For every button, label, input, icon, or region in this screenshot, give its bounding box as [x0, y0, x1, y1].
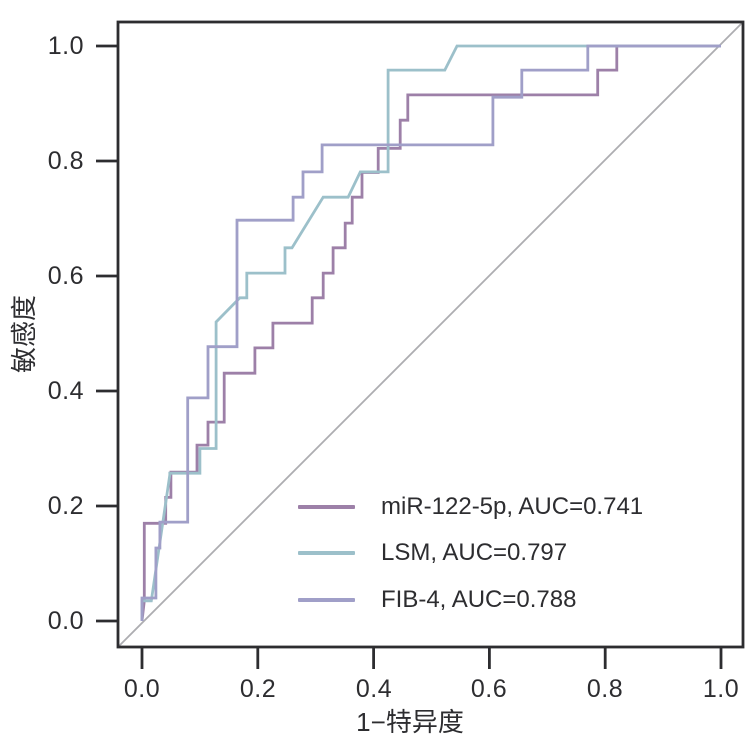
- y-tick-label: 0.6: [47, 262, 84, 290]
- x-tick-label: 0.8: [586, 675, 624, 703]
- y-tick-label: 0.4: [47, 377, 84, 405]
- y-tick-label: 0.2: [47, 492, 84, 520]
- legend-line-swatch: [298, 551, 355, 556]
- x-tick-label: 0.6: [470, 675, 508, 703]
- plot-border: [116, 20, 745, 649]
- reference-diagonal-line: [117, 21, 744, 648]
- x-axis-title: 1−特异度: [356, 707, 464, 737]
- legend-line-swatch: [298, 505, 355, 510]
- roc-curve-fib-4: [140, 44, 721, 621]
- y-axis-title: 敏感度: [9, 295, 39, 374]
- x-tick-label: 0.0: [123, 675, 161, 703]
- legend-line-swatch: [298, 597, 355, 602]
- axis-ticks: [96, 44, 723, 669]
- legend-label: FIB-4, AUC=0.788: [381, 585, 577, 613]
- y-tick-label: 1.0: [47, 32, 84, 60]
- legend-label: miR-122-5p, AUC=0.741: [381, 493, 644, 521]
- legend-item-fib-4: FIB-4, AUC=0.788: [298, 577, 748, 623]
- legend: miR-122-5p, AUC=0.741 LSM, AUC=0.797 FIB…: [298, 484, 748, 623]
- roc-curve-lsm: [140, 44, 721, 621]
- legend-item-lsm: LSM, AUC=0.797: [298, 530, 748, 576]
- y-tick-label: 0.0: [47, 607, 84, 635]
- roc-curves: [140, 44, 721, 622]
- x-tick-label: 0.4: [355, 675, 393, 703]
- legend-item-mir-122-5p: miR-122-5p, AUC=0.741: [298, 484, 748, 530]
- x-tick-label: 1.0: [702, 675, 740, 703]
- y-tick-label: 0.8: [47, 147, 84, 175]
- x-tick-label: 0.2: [239, 675, 277, 703]
- legend-label: LSM, AUC=0.797: [381, 539, 568, 567]
